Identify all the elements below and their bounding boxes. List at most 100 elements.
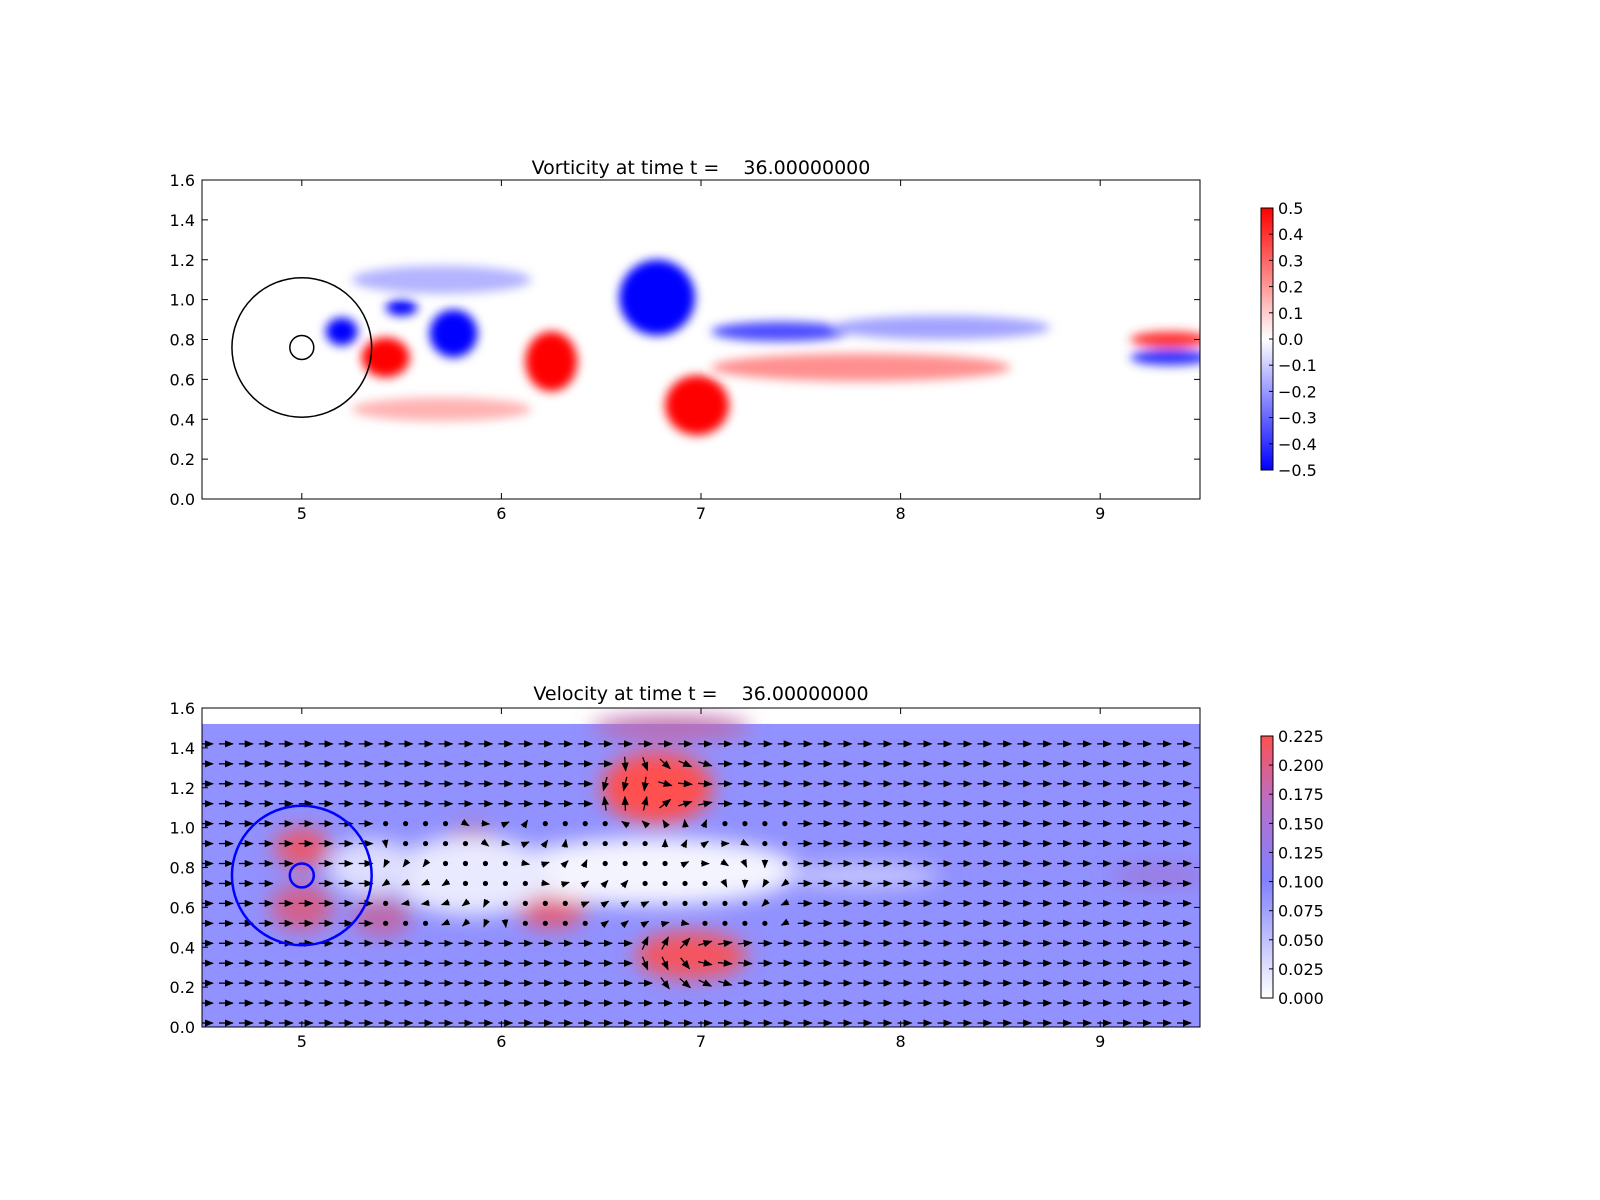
y-tick-label: 1.6 [170,699,195,718]
negative-vortex [325,317,358,346]
vector-dot [522,920,528,926]
y-tick-label: 1.2 [170,251,195,270]
vector-dot [722,920,728,926]
x-tick-label: 9 [1095,1032,1105,1051]
vector-arrow [641,776,649,792]
fast-flow-region [351,897,412,938]
vector-arrow [402,858,411,868]
vector-dot [462,880,469,887]
vector-arrow [540,861,550,868]
velocity-colorbar-fill [1260,735,1274,999]
vector-dot [482,880,489,887]
cylinder-circle [289,334,315,361]
colorbar-tick-label: 0.5 [1278,199,1303,218]
vector-dot [782,860,788,867]
colorbar-tick-label: 0.150 [1278,814,1324,833]
colorbar-tick-label: 0.100 [1278,873,1324,892]
vector-arrow [740,838,750,846]
velocity-x-ticks: 5 6 7 8 9 [297,708,1105,1051]
vector-arrow [441,918,451,926]
negative-vortex [710,321,851,342]
vector-arrow [600,900,610,909]
vector-arrow [678,800,693,808]
y-tick-label: 0.0 [170,1018,195,1037]
vector-arrow [718,979,733,987]
vector-arrow [698,979,713,987]
vector-arrow [540,839,549,849]
vector-arrow [580,880,590,889]
vector-arrow [762,878,770,888]
vector-arrow [659,758,671,770]
vorticity-colorbar: 0.5 0.4 0.3 0.2 0.1 0.0 −0.1 −0.2 −0.3 −0.4 −0.5 [1260,199,1317,480]
vector-arrow [483,898,491,908]
colorbar-tick-label: 0.175 [1278,785,1324,804]
vector-arrow [659,798,672,809]
vector-arrow [761,898,770,907]
colorbar-tick-label: −0.2 [1278,382,1317,401]
slow-flow-region [391,835,552,916]
vector-arrow [481,819,491,827]
vector-arrow [483,918,490,928]
vector-arrow [560,860,569,869]
y-tick-label: 1.4 [170,739,195,758]
vector-dot [383,920,389,926]
cylinder-circle [288,862,316,889]
vorticity-title: Vorticity at time t = 36.00000000 [532,157,871,179]
vector-arrow [441,878,451,887]
vector-arrow [679,978,692,989]
vector-arrow [698,940,713,948]
vector-arrow [422,858,431,868]
vector-dot [782,840,788,847]
vector-arrow [383,858,391,868]
vector-arrow [621,795,629,811]
vector-dot [742,920,748,926]
negative-vortex [351,265,532,294]
vector-dot [742,821,748,827]
vector-arrow [717,939,733,948]
vector-dot [442,821,449,827]
vector-arrow [740,858,748,868]
colorbar-tick-label: 0.000 [1278,989,1324,1008]
colorbar-tick-label: −0.5 [1278,461,1317,480]
vector-arrow [560,881,570,888]
vector-arrow [680,839,688,849]
vector-arrow [781,878,790,887]
vector-dot [722,821,728,827]
vector-arrow [641,796,649,811]
vorticity-circles [231,276,373,419]
y-tick-label: 0.6 [170,898,195,917]
y-tick-label: 1.4 [170,211,195,230]
vorticity-y-ticks: 0.0 0.2 0.4 0.6 0.8 1.0 1.2 1.4 1.6 [170,171,1200,509]
y-tick-label: 0.8 [170,331,195,350]
vector-arrow [641,820,651,829]
vector-arrow [678,780,693,788]
vector-dot [522,900,528,906]
vorticity-background [202,180,1200,499]
vector-arrow [620,920,629,929]
vector-dot [502,900,508,906]
vector-arrow [541,879,551,887]
fast-flow-region [273,827,330,868]
vorticity-field [325,259,1200,436]
vector-dot [462,840,469,847]
colorbar-tick-label: 0.3 [1278,251,1303,270]
colorbar-tick-label: 0.125 [1278,843,1324,862]
vector-dot [502,860,508,867]
negative-vortex [619,259,696,336]
vector-dot [662,860,668,867]
vector-arrow [561,838,569,848]
vorticity-colorbar-ticks: 0.5 0.4 0.3 0.2 0.1 0.0 −0.1 −0.2 −0.3 −0.4 −0.5 [1269,199,1317,480]
vector-arrow [440,899,450,906]
vector-arrow [501,839,511,847]
velocity-panel: Velocity at time t = 36.00000000 5 6 7 8 9 0… [170,683,1324,1051]
vector-dot [642,840,648,847]
colorbar-tick-label: −0.4 [1278,435,1317,454]
vector-dot [442,840,449,847]
fast-flow-region [269,883,334,932]
slow-flow-region [780,863,941,888]
vector-arrow [501,919,509,929]
positive-vortex [1130,331,1200,348]
vector-arrow [480,838,490,847]
vector-arrow [580,859,588,869]
